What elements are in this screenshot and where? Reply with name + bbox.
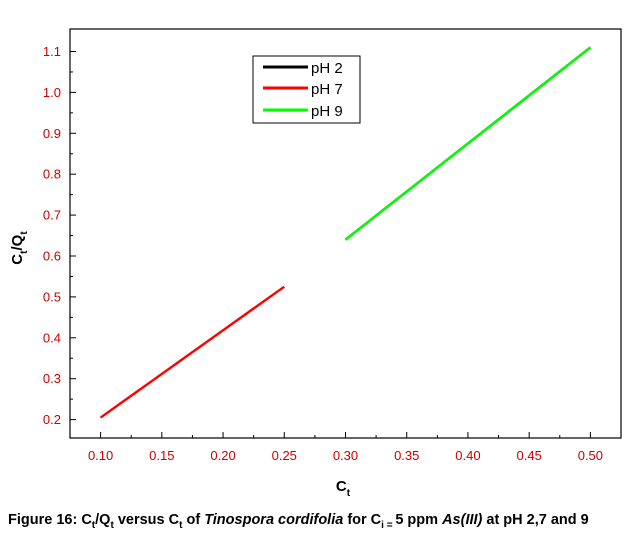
x-axis-ticks: 0.10 0.15 0.20 0.25 0.30 0.35 0.40 0.45 0.50 bbox=[88, 432, 603, 463]
x-tick-label: 0.25 bbox=[272, 448, 297, 463]
legend-label-ph9: pH 9 bbox=[311, 103, 343, 120]
y-tick-label: 0.6 bbox=[43, 248, 61, 263]
legend-label-ph7: pH 7 bbox=[311, 81, 343, 98]
x-tick-label: 0.15 bbox=[149, 448, 174, 463]
y-axis-ticks: 0.2 0.3 0.4 0.5 0.6 0.7 0.8 0.9 1.0 1.1 bbox=[43, 44, 76, 427]
x-tick-label: 0.45 bbox=[517, 448, 542, 463]
y-tick-label: 0.3 bbox=[43, 371, 61, 386]
x-axis-title: Ct bbox=[336, 478, 351, 499]
x-tick-label: 0.35 bbox=[394, 448, 419, 463]
x-tick-label: 0.10 bbox=[88, 448, 113, 463]
y-tick-label: 1.1 bbox=[43, 44, 61, 59]
legend: pH 2 pH 7 pH 9 bbox=[252, 55, 361, 124]
series-line-ph9 bbox=[344, 46, 592, 241]
x-tick-label: 0.20 bbox=[210, 448, 235, 463]
y-tick-label: 1.0 bbox=[43, 85, 61, 100]
y-axis-title: Ct/Qt bbox=[9, 231, 30, 265]
x-tick-label: 0.50 bbox=[578, 448, 603, 463]
x-tick-label: 0.40 bbox=[455, 448, 480, 463]
series-lines bbox=[99, 46, 592, 419]
y-tick-label: 0.2 bbox=[43, 412, 61, 427]
y-tick-label: 0.5 bbox=[43, 289, 61, 304]
legend-label-ph2: pH 2 bbox=[311, 60, 343, 77]
series-line-ph7 bbox=[99, 285, 285, 419]
chart: 0.10 0.15 0.20 0.25 0.30 0.35 0.40 0.45 0.50 0.2… bbox=[9, 28, 622, 499]
y-tick-label: 0.9 bbox=[43, 126, 61, 141]
figure-caption: Figure 16: Ct/Qt versus Ct of Tinospora … bbox=[8, 512, 589, 531]
y-tick-label: 0.7 bbox=[43, 208, 61, 223]
y-tick-label: 0.8 bbox=[43, 167, 61, 182]
y-tick-label: 0.4 bbox=[43, 330, 61, 345]
x-tick-label: 0.30 bbox=[333, 448, 358, 463]
